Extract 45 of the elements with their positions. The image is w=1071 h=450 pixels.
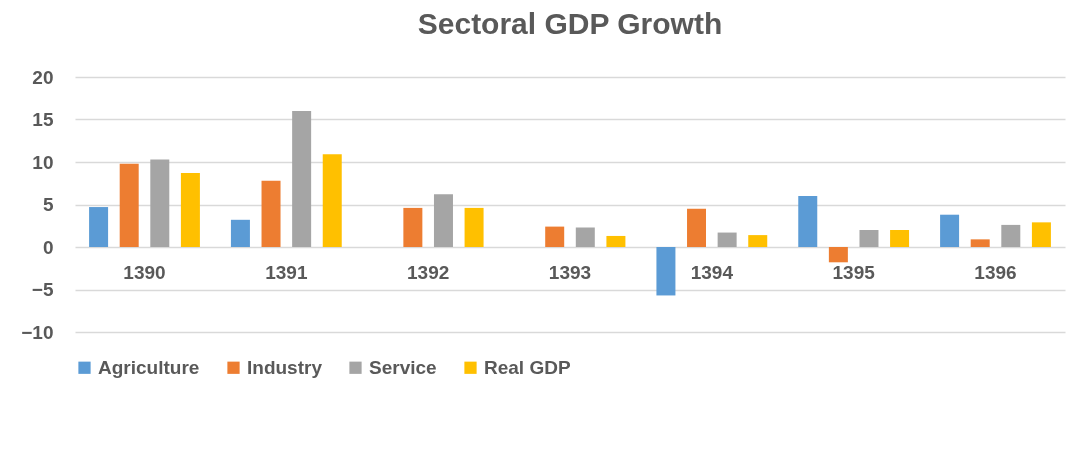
bar — [1001, 224, 1021, 247]
bar — [292, 111, 312, 247]
y-tick-label: −5 — [31, 279, 54, 300]
bar — [687, 208, 707, 247]
legend-label: Industry — [247, 356, 323, 378]
bar — [890, 230, 910, 247]
x-tick-label: 1394 — [690, 261, 734, 283]
chart-title: Sectoral GDP Growth — [417, 7, 723, 40]
y-tick-label: 15 — [32, 109, 54, 130]
x-tick-label: 1390 — [123, 261, 166, 283]
bar — [261, 180, 281, 247]
bar — [150, 159, 170, 247]
bar — [970, 239, 990, 247]
bar — [606, 235, 626, 247]
y-tick-label: 20 — [32, 66, 54, 88]
bar — [828, 247, 848, 263]
x-tick-label: 1393 — [548, 261, 592, 283]
bar — [859, 230, 879, 247]
bar — [748, 235, 768, 247]
bar — [545, 226, 565, 247]
bar — [575, 227, 595, 247]
bar — [403, 207, 423, 247]
x-tick-label: 1391 — [265, 261, 308, 283]
bar — [322, 154, 342, 247]
bar — [1031, 222, 1051, 247]
bar — [656, 247, 676, 296]
bar — [89, 207, 109, 247]
y-tick-label: −10 — [21, 321, 54, 343]
bar — [798, 196, 818, 247]
bar — [230, 219, 250, 247]
x-tick-label: 1395 — [832, 261, 876, 283]
bar — [119, 163, 139, 247]
bar — [940, 214, 960, 247]
x-tick-label: 1396 — [974, 261, 1017, 283]
bar — [433, 194, 453, 247]
bar — [464, 207, 484, 247]
x-tick-label: 1392 — [407, 261, 450, 283]
y-tick-label: 0 — [42, 236, 54, 258]
legend-label: Agriculture — [98, 356, 200, 378]
y-tick-label: 10 — [32, 151, 54, 173]
bar — [717, 232, 737, 247]
legend-label: Real GDP — [484, 356, 571, 378]
legend-label: Service — [369, 356, 437, 378]
bar — [180, 173, 200, 247]
y-tick-label: 5 — [42, 194, 54, 215]
